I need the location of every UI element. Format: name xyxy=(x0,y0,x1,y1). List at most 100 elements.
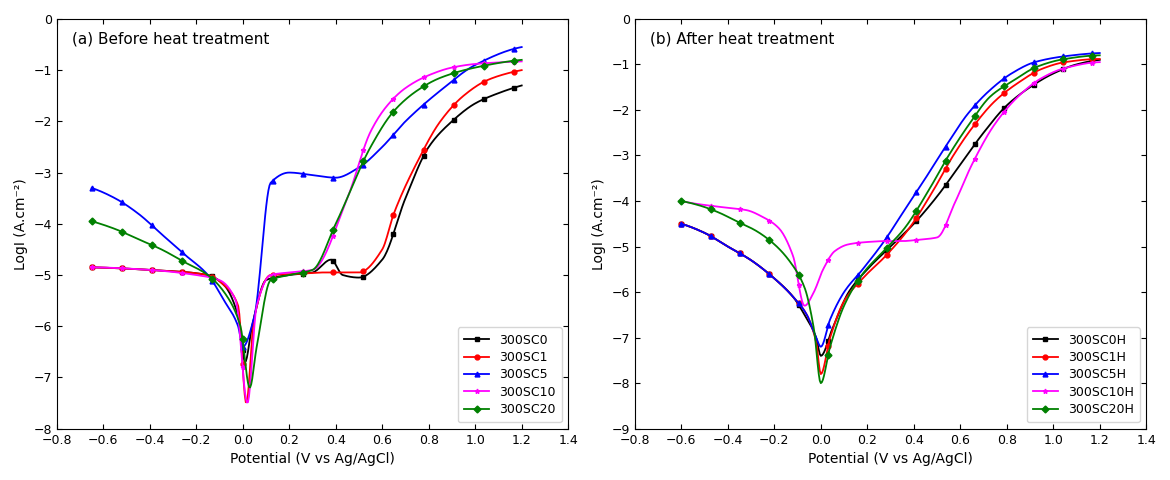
X-axis label: Potential (V vs Ag/AgCl): Potential (V vs Ag/AgCl) xyxy=(230,452,395,466)
300SC0H xyxy=(1093,57,1107,63)
300SC10H xyxy=(674,198,688,204)
300SC20 xyxy=(256,306,270,312)
300SC20H xyxy=(814,380,828,386)
300SC5 xyxy=(235,344,249,349)
300SC20H xyxy=(811,361,825,367)
300SC20H xyxy=(674,198,688,204)
300SC1H xyxy=(979,107,993,113)
300SC1 xyxy=(356,268,370,274)
300SC10 xyxy=(225,290,239,296)
300SC5H xyxy=(841,284,855,289)
Y-axis label: LogI (A.cm⁻²): LogI (A.cm⁻²) xyxy=(592,178,606,270)
300SC1H xyxy=(814,371,828,377)
300SC5 xyxy=(137,215,151,221)
X-axis label: Potential (V vs Ag/AgCl): Potential (V vs Ag/AgCl) xyxy=(808,452,973,466)
300SC0 xyxy=(238,359,252,365)
300SC10H xyxy=(977,138,991,144)
300SC10 xyxy=(84,264,98,270)
300SC20 xyxy=(137,239,151,244)
300SC1 xyxy=(515,67,529,73)
300SC10 xyxy=(397,87,411,93)
300SC5 xyxy=(397,121,411,127)
300SC20H xyxy=(977,100,991,106)
300SC10 xyxy=(137,266,151,272)
300SC5H xyxy=(977,93,991,98)
300SC10 xyxy=(240,400,254,406)
300SC1H xyxy=(811,350,825,356)
300SC10H xyxy=(938,222,952,228)
Line: 300SC1H: 300SC1H xyxy=(679,57,1102,376)
300SC5 xyxy=(84,185,98,191)
300SC1H xyxy=(1093,56,1107,62)
300SC1H xyxy=(674,221,688,227)
300SC5 xyxy=(398,119,412,124)
300SC20 xyxy=(356,158,370,164)
Text: (b) After heat treatment: (b) After heat treatment xyxy=(651,31,834,46)
300SC20H xyxy=(841,295,855,300)
300SC0 xyxy=(515,83,529,88)
300SC20H xyxy=(724,216,738,222)
300SC0H xyxy=(811,341,825,347)
Y-axis label: LogI (A.cm⁻²): LogI (A.cm⁻²) xyxy=(14,178,28,270)
Line: 300SC0H: 300SC0H xyxy=(679,58,1102,358)
300SC1H xyxy=(724,246,738,252)
Line: 300SC20H: 300SC20H xyxy=(679,53,1102,385)
300SC0H xyxy=(938,182,952,188)
Text: (a) Before heat treatment: (a) Before heat treatment xyxy=(73,31,269,46)
Line: 300SC10: 300SC10 xyxy=(89,59,524,405)
300SC1 xyxy=(397,188,411,194)
300SC0H xyxy=(979,126,993,132)
300SC20H xyxy=(938,158,952,164)
300SC5H xyxy=(724,246,738,252)
300SC20 xyxy=(225,301,239,307)
300SC0 xyxy=(225,295,239,300)
300SC1 xyxy=(239,399,253,405)
300SC1H xyxy=(977,109,991,115)
300SC20H xyxy=(979,97,993,103)
300SC1 xyxy=(137,267,151,273)
300SC0 xyxy=(397,201,411,207)
Line: 300SC20: 300SC20 xyxy=(89,58,524,390)
Line: 300SC5H: 300SC5H xyxy=(679,50,1102,349)
Legend: 300SC0, 300SC1, 300SC5, 300SC10, 300SC20: 300SC0, 300SC1, 300SC5, 300SC10, 300SC20 xyxy=(457,327,562,422)
300SC5H xyxy=(1093,50,1107,56)
300SC20 xyxy=(398,97,412,103)
300SC5H xyxy=(938,144,952,149)
300SC10 xyxy=(398,85,412,91)
300SC10H xyxy=(812,277,826,283)
300SC20 xyxy=(515,57,529,63)
300SC10 xyxy=(356,147,370,153)
300SC1 xyxy=(256,283,270,288)
300SC20 xyxy=(84,218,98,224)
Line: 300SC1: 300SC1 xyxy=(89,68,524,405)
300SC0H xyxy=(977,129,991,134)
300SC5 xyxy=(356,162,370,168)
300SC0 xyxy=(256,281,270,287)
300SC5H xyxy=(979,90,993,96)
Line: 300SC5: 300SC5 xyxy=(89,45,524,349)
300SC1 xyxy=(84,264,98,270)
300SC10H xyxy=(724,205,738,211)
Legend: 300SC0H, 300SC1H, 300SC5H, 300SC10H, 300SC20H: 300SC0H, 300SC1H, 300SC5H, 300SC10H, 300… xyxy=(1026,327,1140,422)
300SC10 xyxy=(256,283,270,288)
300SC20 xyxy=(243,384,257,390)
300SC5 xyxy=(225,310,239,315)
Line: 300SC10H: 300SC10H xyxy=(679,60,1102,308)
300SC10H xyxy=(798,303,812,309)
300SC0H xyxy=(674,221,688,227)
300SC0 xyxy=(137,267,151,273)
300SC1 xyxy=(398,183,412,189)
300SC10 xyxy=(515,59,529,64)
300SC5 xyxy=(515,44,529,50)
300SC0 xyxy=(84,264,98,270)
300SC0H xyxy=(814,353,828,359)
300SC1H xyxy=(841,292,855,298)
300SC1H xyxy=(938,166,952,171)
300SC5H xyxy=(814,344,828,349)
300SC0H xyxy=(724,246,738,252)
300SC1 xyxy=(225,290,239,296)
300SC20 xyxy=(397,99,411,105)
300SC5 xyxy=(256,235,270,241)
300SC0 xyxy=(398,196,412,202)
300SC0H xyxy=(841,290,855,296)
